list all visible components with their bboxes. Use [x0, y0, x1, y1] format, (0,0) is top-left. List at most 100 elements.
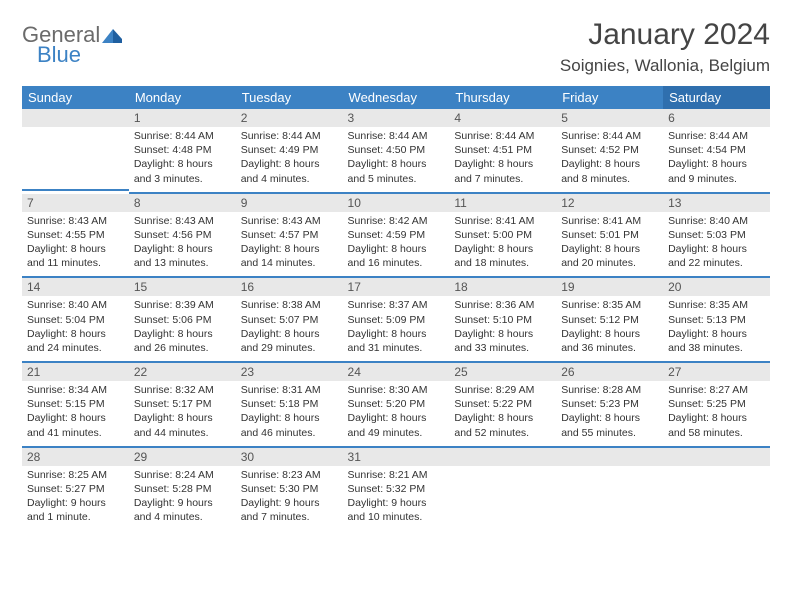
day-number: 31: [343, 448, 450, 466]
day-info: Sunrise: 8:27 AMSunset: 5:25 PMDaylight:…: [663, 381, 770, 446]
calendar-cell: 17Sunrise: 8:37 AMSunset: 5:09 PMDayligh…: [343, 278, 450, 363]
sunset-text: Sunset: 5:22 PM: [454, 397, 551, 411]
day-cell: 30Sunrise: 8:23 AMSunset: 5:30 PMDayligh…: [236, 448, 343, 531]
day-cell: 1Sunrise: 8:44 AMSunset: 4:48 PMDaylight…: [129, 109, 236, 194]
sunset-text: Sunset: 5:07 PM: [241, 313, 338, 327]
sunset-text: Sunset: 5:00 PM: [454, 228, 551, 242]
weekday-header: Wednesday: [343, 86, 450, 109]
day-cell: 18Sunrise: 8:36 AMSunset: 5:10 PMDayligh…: [449, 278, 556, 363]
calendar-cell: 12Sunrise: 8:41 AMSunset: 5:01 PMDayligh…: [556, 194, 663, 279]
daylight-text: Daylight: 8 hours and 8 minutes.: [561, 157, 658, 185]
sunrise-text: Sunrise: 8:39 AM: [134, 298, 231, 312]
calendar-cell: 22Sunrise: 8:32 AMSunset: 5:17 PMDayligh…: [129, 363, 236, 448]
day-cell: 14Sunrise: 8:40 AMSunset: 5:04 PMDayligh…: [22, 278, 129, 363]
day-info: Sunrise: 8:44 AMSunset: 4:48 PMDaylight:…: [129, 127, 236, 192]
sunrise-text: Sunrise: 8:44 AM: [454, 129, 551, 143]
calendar-week-row: 7Sunrise: 8:43 AMSunset: 4:55 PMDaylight…: [22, 194, 770, 279]
day-cell: 25Sunrise: 8:29 AMSunset: 5:22 PMDayligh…: [449, 363, 556, 448]
day-number: 2: [236, 109, 343, 127]
sunrise-text: Sunrise: 8:25 AM: [27, 468, 124, 482]
calendar-week-row: 14Sunrise: 8:40 AMSunset: 5:04 PMDayligh…: [22, 278, 770, 363]
calendar-cell: 1Sunrise: 8:44 AMSunset: 4:48 PMDaylight…: [129, 109, 236, 194]
sunset-text: Sunset: 5:13 PM: [668, 313, 765, 327]
sunrise-text: Sunrise: 8:34 AM: [27, 383, 124, 397]
day-cell: 31Sunrise: 8:21 AMSunset: 5:32 PMDayligh…: [343, 448, 450, 531]
sunset-text: Sunset: 4:50 PM: [348, 143, 445, 157]
sunrise-text: Sunrise: 8:32 AM: [134, 383, 231, 397]
daylight-text: Daylight: 9 hours and 7 minutes.: [241, 496, 338, 524]
calendar-cell: 15Sunrise: 8:39 AMSunset: 5:06 PMDayligh…: [129, 278, 236, 363]
day-cell: 22Sunrise: 8:32 AMSunset: 5:17 PMDayligh…: [129, 363, 236, 448]
day-info: Sunrise: 8:35 AMSunset: 5:12 PMDaylight:…: [556, 296, 663, 361]
sunrise-text: Sunrise: 8:30 AM: [348, 383, 445, 397]
empty-day: [556, 448, 663, 530]
calendar-body: 1Sunrise: 8:44 AMSunset: 4:48 PMDaylight…: [22, 109, 770, 530]
sunset-text: Sunset: 5:15 PM: [27, 397, 124, 411]
day-cell: 13Sunrise: 8:40 AMSunset: 5:03 PMDayligh…: [663, 194, 770, 279]
sunrise-text: Sunrise: 8:23 AM: [241, 468, 338, 482]
sunrise-text: Sunrise: 8:24 AM: [134, 468, 231, 482]
day-cell: 5Sunrise: 8:44 AMSunset: 4:52 PMDaylight…: [556, 109, 663, 194]
calendar-week-row: 21Sunrise: 8:34 AMSunset: 5:15 PMDayligh…: [22, 363, 770, 448]
sunrise-text: Sunrise: 8:29 AM: [454, 383, 551, 397]
day-number: 8: [129, 194, 236, 212]
sunset-text: Sunset: 5:25 PM: [668, 397, 765, 411]
day-number: 20: [663, 278, 770, 296]
sunset-text: Sunset: 4:57 PM: [241, 228, 338, 242]
sunrise-text: Sunrise: 8:35 AM: [561, 298, 658, 312]
day-number: 12: [556, 194, 663, 212]
daylight-text: Daylight: 8 hours and 22 minutes.: [668, 242, 765, 270]
day-cell: 19Sunrise: 8:35 AMSunset: 5:12 PMDayligh…: [556, 278, 663, 363]
day-number: 1: [129, 109, 236, 127]
calendar-cell: 10Sunrise: 8:42 AMSunset: 4:59 PMDayligh…: [343, 194, 450, 279]
day-cell: 20Sunrise: 8:35 AMSunset: 5:13 PMDayligh…: [663, 278, 770, 363]
day-cell: 6Sunrise: 8:44 AMSunset: 4:54 PMDaylight…: [663, 109, 770, 194]
day-number: 25: [449, 363, 556, 381]
daylight-text: Daylight: 9 hours and 10 minutes.: [348, 496, 445, 524]
sunset-text: Sunset: 5:28 PM: [134, 482, 231, 496]
month-title: January 2024: [560, 18, 770, 52]
calendar-cell: 21Sunrise: 8:34 AMSunset: 5:15 PMDayligh…: [22, 363, 129, 448]
empty-day: [663, 448, 770, 530]
daylight-text: Daylight: 8 hours and 3 minutes.: [134, 157, 231, 185]
day-number: 16: [236, 278, 343, 296]
sunrise-text: Sunrise: 8:44 AM: [561, 129, 658, 143]
day-info: Sunrise: 8:43 AMSunset: 4:57 PMDaylight:…: [236, 212, 343, 277]
daylight-text: Daylight: 8 hours and 18 minutes.: [454, 242, 551, 270]
day-cell: 8Sunrise: 8:43 AMSunset: 4:56 PMDaylight…: [129, 194, 236, 279]
day-cell: 4Sunrise: 8:44 AMSunset: 4:51 PMDaylight…: [449, 109, 556, 194]
sunrise-text: Sunrise: 8:21 AM: [348, 468, 445, 482]
sunset-text: Sunset: 5:18 PM: [241, 397, 338, 411]
day-number: 17: [343, 278, 450, 296]
calendar-cell: 23Sunrise: 8:31 AMSunset: 5:18 PMDayligh…: [236, 363, 343, 448]
sunrise-text: Sunrise: 8:28 AM: [561, 383, 658, 397]
calendar-cell: 14Sunrise: 8:40 AMSunset: 5:04 PMDayligh…: [22, 278, 129, 363]
day-info: Sunrise: 8:39 AMSunset: 5:06 PMDaylight:…: [129, 296, 236, 361]
weekday-header: Thursday: [449, 86, 556, 109]
weekday-header: Saturday: [663, 86, 770, 109]
sunset-text: Sunset: 4:54 PM: [668, 143, 765, 157]
calendar-cell: [663, 448, 770, 531]
sunrise-text: Sunrise: 8:44 AM: [348, 129, 445, 143]
daylight-text: Daylight: 8 hours and 9 minutes.: [668, 157, 765, 185]
calendar-cell: 19Sunrise: 8:35 AMSunset: 5:12 PMDayligh…: [556, 278, 663, 363]
calendar-cell: 7Sunrise: 8:43 AMSunset: 4:55 PMDaylight…: [22, 194, 129, 279]
calendar-cell: 2Sunrise: 8:44 AMSunset: 4:49 PMDaylight…: [236, 109, 343, 194]
calendar-cell: 25Sunrise: 8:29 AMSunset: 5:22 PMDayligh…: [449, 363, 556, 448]
sunrise-text: Sunrise: 8:27 AM: [668, 383, 765, 397]
calendar-cell: 31Sunrise: 8:21 AMSunset: 5:32 PMDayligh…: [343, 448, 450, 531]
calendar-cell: [556, 448, 663, 531]
day-number: 29: [129, 448, 236, 466]
location-text: Soignies, Wallonia, Belgium: [560, 56, 770, 76]
day-cell: 16Sunrise: 8:38 AMSunset: 5:07 PMDayligh…: [236, 278, 343, 363]
weekday-header: Monday: [129, 86, 236, 109]
calendar-week-row: 28Sunrise: 8:25 AMSunset: 5:27 PMDayligh…: [22, 448, 770, 531]
sunset-text: Sunset: 5:09 PM: [348, 313, 445, 327]
day-info: Sunrise: 8:44 AMSunset: 4:49 PMDaylight:…: [236, 127, 343, 192]
day-info: Sunrise: 8:35 AMSunset: 5:13 PMDaylight:…: [663, 296, 770, 361]
day-cell: 28Sunrise: 8:25 AMSunset: 5:27 PMDayligh…: [22, 448, 129, 531]
sunrise-text: Sunrise: 8:44 AM: [134, 129, 231, 143]
sunrise-text: Sunrise: 8:37 AM: [348, 298, 445, 312]
day-number: 3: [343, 109, 450, 127]
day-info: Sunrise: 8:44 AMSunset: 4:54 PMDaylight:…: [663, 127, 770, 192]
